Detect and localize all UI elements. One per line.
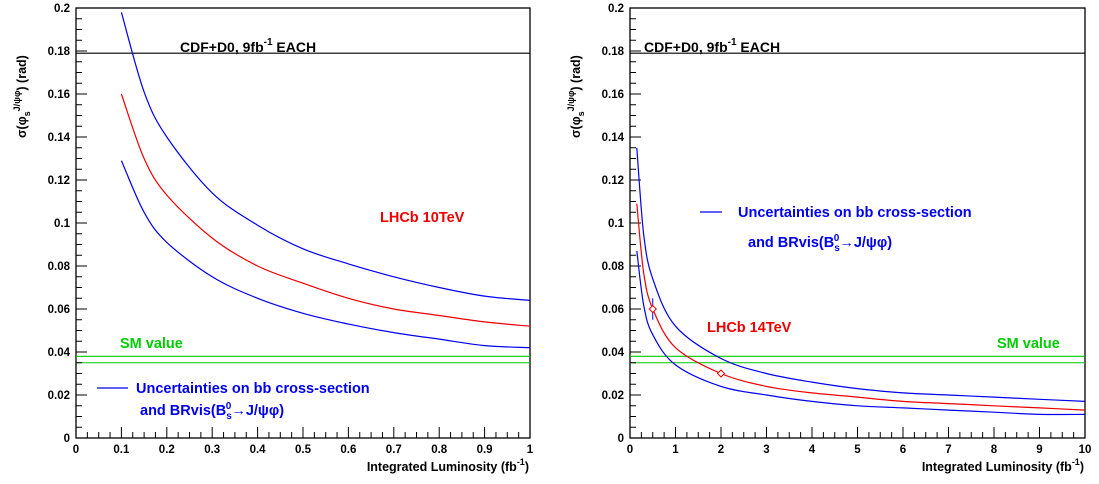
x-tick-label: 0 [627, 444, 633, 456]
y-axis-label: σ(φsJ/ψφ) (rad) [566, 55, 586, 138]
legend-text-line1: Uncertainties on bb cross-section [136, 381, 370, 397]
y-tick-label: 0 [618, 433, 624, 445]
y-axis-label: σ(φsJ/ψφ) (rad) [12, 55, 32, 138]
sm-value-label: SM value [120, 336, 183, 352]
x-tick-label: 0.3 [204, 444, 220, 456]
y-tick-label: 0.04 [48, 347, 71, 359]
series-line-lower [636, 250, 1086, 416]
data-point-marker [648, 304, 657, 314]
y-tick-label: 0.12 [48, 175, 70, 187]
x-tick-label: 0.1 [113, 444, 130, 456]
x-tick-label: 0 [73, 444, 79, 456]
y-tick-label: 0.18 [602, 46, 625, 58]
x-axis-label: Integrated Luminosity (fb-1) [922, 457, 1084, 474]
x-tick-label: 1 [527, 444, 534, 456]
cdf-d0-label: CDF+D0, 9fb-1 EACH [644, 37, 780, 55]
data-point-marker [716, 369, 726, 378]
chart-panel-1: 0 0.02 0.04 0.06 0.08 0.1 0.12 0.14 0.16 0.18 0.2 0… [12, 3, 534, 474]
x-tick-label: 3 [763, 444, 769, 456]
lhcb-label: LHCb 10TeV [380, 210, 465, 226]
y-tick-label: 0.06 [602, 304, 624, 316]
y-tick-label: 0.16 [48, 89, 70, 101]
y-tick-label: 0.06 [48, 304, 70, 316]
x-tick-label: 7 [945, 444, 951, 456]
y-tick-label: 0.12 [602, 175, 624, 187]
y-tick-label: 0.16 [602, 89, 624, 101]
y-tick-label: 0.14 [48, 132, 71, 144]
x-tick-label: 2 [718, 444, 724, 456]
x-tick-label: 9 [1036, 444, 1042, 456]
plot-frame [629, 7, 1086, 439]
legend-text-line1: Uncertainties on bb cross-section [738, 205, 972, 221]
x-tick-label: 1 [672, 444, 679, 456]
y-tick-label: 0.02 [602, 390, 624, 402]
x-tick-label: 0.7 [386, 444, 402, 456]
series-line-lower [120, 160, 531, 349]
x-tick-label: 0.2 [159, 444, 175, 456]
x-tick-label: 8 [991, 444, 998, 456]
y-tick-label: 0.1 [608, 218, 625, 230]
sm-value-label: SM value [997, 336, 1060, 352]
chart-panel-2: 0 0.02 0.04 0.06 0.08 0.1 0.12 0.14 0.16 0.18 0.2 0… [566, 3, 1091, 474]
y-tick-label: 0.08 [48, 261, 71, 273]
series-line-upper [636, 147, 1086, 402]
x-tick-label: 0.4 [250, 444, 267, 456]
y-tick-label: 0.2 [54, 3, 70, 15]
x-tick-label: 6 [900, 444, 906, 456]
legend-text-line2: and BRvis(Bs0→J/ψφ) [748, 233, 892, 254]
x-tick-label: 10 [1079, 444, 1092, 456]
y-tick-label: 0 [64, 433, 70, 445]
y-tick-label: 0.04 [602, 347, 625, 359]
y-tick-label: 0.14 [602, 132, 625, 144]
x-tick-label: 5 [854, 444, 861, 456]
y-tick-label: 0.02 [48, 390, 70, 402]
y-tick-label: 0.18 [48, 46, 71, 58]
x-tick-label: 0.6 [340, 444, 356, 456]
x-tick-label: 4 [809, 444, 816, 456]
y-tick-label: 0.1 [54, 218, 71, 230]
x-tick-label: 0.8 [431, 444, 448, 456]
y-tick-label: 0.2 [608, 3, 624, 15]
series-line-upper [120, 12, 531, 301]
series-line-central [120, 93, 531, 327]
y-tick-label: 0.08 [602, 261, 625, 273]
legend-text-line2: and BRvis(Bs0→J/ψφ) [140, 401, 284, 422]
x-axis-label: Integrated Luminosity (fb-1) [367, 457, 529, 474]
cdf-d0-label: CDF+D0, 9fb-1 EACH [180, 37, 316, 55]
lhcb-label: LHCb 14TeV [707, 320, 792, 336]
x-tick-label: 0.5 [295, 444, 312, 456]
x-tick-label: 0.9 [477, 444, 493, 456]
